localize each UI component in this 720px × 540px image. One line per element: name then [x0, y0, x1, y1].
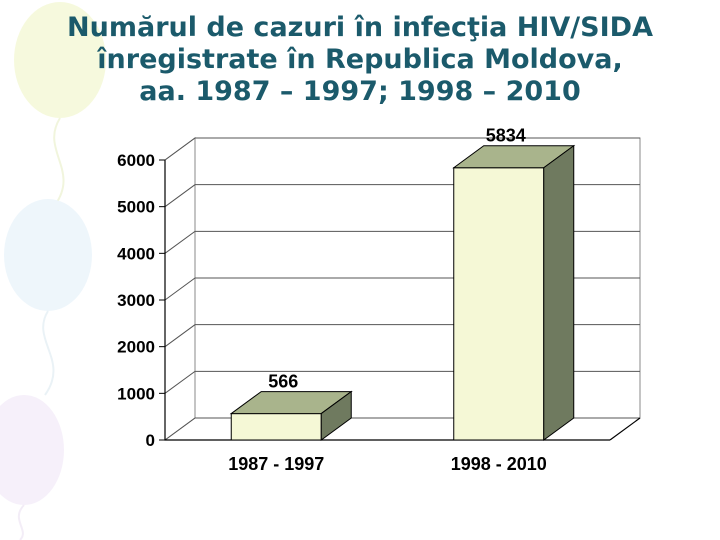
y-tick-label: 2000: [117, 338, 155, 357]
balloon-shape: [14, 2, 106, 118]
balloon-string: [17, 504, 25, 540]
data-labels: 566 5834: [268, 126, 526, 392]
page-title: Numărul de cazuri în infecţia HIV/SIDA î…: [20, 12, 700, 108]
bar-front: [230, 413, 322, 441]
data-label: 5834: [486, 126, 526, 146]
balloon-string: [53, 117, 65, 206]
bars: [229, 144, 576, 441]
x-axis-depth-line: [609, 417, 641, 441]
balloon-shape: [0, 395, 64, 505]
bar: [452, 144, 576, 441]
data-label: 566: [268, 372, 298, 392]
bar-side: [320, 390, 352, 441]
x-axis-labels: 1987 - 1997 1998 - 2010: [228, 454, 547, 474]
bar-front: [453, 167, 545, 441]
x-category-label: 1998 - 2010: [451, 454, 547, 474]
x-category-label: 1987 - 1997: [228, 454, 324, 474]
y-tick-label: 5000: [117, 198, 155, 217]
y-tick-label: 1000: [117, 384, 155, 403]
title-line: aa. 1987 – 1997; 1998 – 2010: [139, 76, 581, 107]
y-axis-ticks: 0 1000 2000 3000 4000 5000 6000: [117, 151, 165, 450]
balloon-shape: [4, 199, 92, 311]
gridline: [164, 137, 640, 161]
y-tick-label: 4000: [117, 244, 155, 263]
title-line: înregistrate în Republica Moldova,: [97, 44, 623, 75]
bar: [229, 390, 353, 441]
y-tick-label: 6000: [117, 151, 155, 170]
title-line: Numărul de cazuri în infecţia HIV/SIDA: [67, 12, 653, 43]
bar-side: [543, 144, 575, 441]
balloon-string: [42, 310, 55, 396]
y-tick-label: 0: [146, 431, 155, 450]
y-tick-label: 3000: [117, 291, 155, 310]
